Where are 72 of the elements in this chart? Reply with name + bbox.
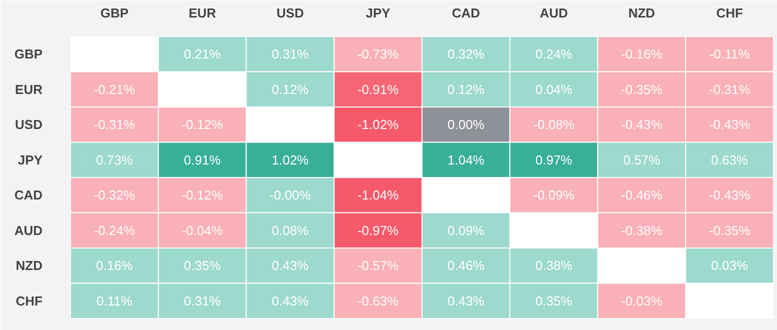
y-tick-label: GBP [14, 46, 43, 62]
data-label: -0.08% [533, 117, 575, 132]
x-tick-label: EUR [188, 6, 217, 20]
data-label: -0.35% [708, 222, 751, 238]
x-tick-label: CHF [716, 6, 743, 20]
data-label: -0.21% [94, 82, 136, 97]
data-label: -0.63% [357, 293, 400, 308]
data-label: -1.02% [357, 117, 400, 132]
data-label: -0.11% [709, 46, 750, 62]
data-label: -0.31% [94, 117, 136, 132]
data-label: 0.21% [184, 46, 222, 62]
data-label: -0.38% [621, 222, 663, 238]
data-label: 0.38% [535, 258, 573, 274]
data-label: 0.43% [272, 293, 310, 308]
y-tick-label: CAD [14, 188, 43, 203]
data-label: -0.24% [94, 222, 136, 238]
data-label: 0.16% [96, 258, 134, 274]
data-label: -0.46% [621, 188, 663, 203]
data-label: -1.04% [357, 188, 400, 203]
data-label: -0.00% [270, 188, 312, 203]
data-label: 0.08% [272, 222, 310, 238]
data-label: 0.35% [184, 258, 222, 274]
data-label: 0.12% [448, 82, 485, 97]
data-label: 0.32% [448, 46, 485, 62]
data-label: -0.03% [621, 293, 663, 308]
data-label: 0.11% [96, 293, 133, 308]
y-tick-label: AUD [14, 222, 43, 238]
y-tick-label: EUR [15, 82, 44, 97]
y-tick-label: JPY [18, 152, 43, 168]
data-label: -0.43% [621, 117, 663, 132]
data-label: 0.35% [535, 293, 573, 308]
data-label: 0.09% [448, 222, 485, 238]
data-label: -0.16% [621, 46, 663, 62]
data-label: 0.12% [272, 82, 310, 97]
data-label: 0.73% [96, 152, 134, 168]
data-label: -0.91% [357, 82, 400, 97]
data-label: 0.04% [535, 82, 573, 97]
data-label: 0.00% [448, 117, 485, 132]
x-tick-label: AUD [540, 6, 568, 20]
y-tick-label: CHF [16, 293, 43, 308]
x-tick-label: GBP [100, 6, 129, 20]
data-label: 0.43% [272, 258, 310, 274]
data-label: -0.73% [357, 46, 400, 62]
data-label: 1.02% [272, 152, 310, 168]
y-tick-label: NZD [16, 258, 42, 274]
data-label: -0.09% [533, 188, 575, 203]
data-label: -0.35% [621, 82, 663, 97]
data-label: 0.97% [535, 152, 573, 168]
data-label: -0.04% [182, 222, 224, 238]
data-label: -0.32% [94, 188, 136, 203]
data-label: 0.63% [711, 152, 748, 168]
y-tick-label: USD [15, 117, 43, 132]
data-label: -0.97% [357, 222, 400, 238]
data-label: 0.31% [184, 293, 222, 308]
data-label: 0.24% [535, 46, 573, 62]
data-label: -0.57% [357, 258, 400, 274]
x-tick-label: CAD [452, 6, 480, 20]
x-tick-label: NZD [628, 6, 656, 20]
data-label: -0.12% [182, 188, 224, 203]
data-label: -0.43% [708, 117, 751, 132]
x-tick-label: USD [276, 6, 304, 20]
data-label: 1.04% [448, 152, 485, 168]
data-label: -0.12% [182, 117, 224, 132]
data-label: 0.91% [184, 152, 222, 168]
data-label: 0.46% [448, 258, 485, 274]
data-label: 0.31% [272, 46, 310, 62]
x-tick-label: JPY [366, 6, 391, 20]
data-label: 0.43% [448, 293, 485, 308]
data-label: 0.57% [623, 152, 661, 168]
data-label: 0.03% [711, 258, 748, 274]
data-label: -0.31% [708, 82, 751, 97]
data-label: -0.43% [708, 188, 751, 203]
